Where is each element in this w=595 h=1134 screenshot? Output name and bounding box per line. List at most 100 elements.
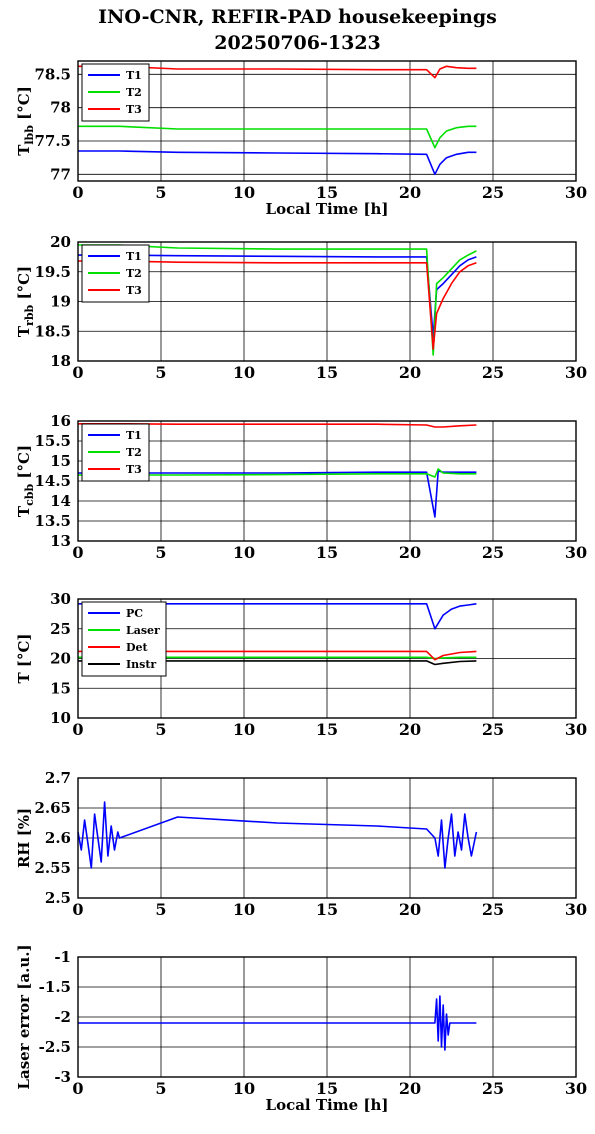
plot-frame [77, 241, 577, 362]
x-tick-label: 25 [482, 183, 504, 202]
y-tick-label: 20 [50, 233, 71, 251]
plot-frame [77, 60, 577, 182]
x-tick-label: 15 [316, 900, 338, 919]
x-tick-label: 15 [316, 363, 338, 382]
series-line-instr [78, 660, 477, 666]
series-line-t2 [78, 468, 477, 478]
x-tick-label: 0 [72, 720, 83, 739]
y-axis-label: Trbb [°C] [15, 266, 36, 337]
y-tick-label: 20 [50, 650, 71, 668]
y-tick-label: 10 [50, 709, 71, 727]
legend: PC Laser Det Instr [81, 601, 167, 677]
x-tick-label: 20 [399, 183, 421, 202]
x-tick-label: 5 [155, 183, 166, 202]
x-tick-label: 15 [316, 183, 338, 202]
y-tick-label: 30 [50, 590, 71, 608]
x-tick-label: 25 [482, 900, 504, 919]
x-tick-label: 0 [72, 183, 83, 202]
y-tick-label: 2.6 [45, 829, 71, 847]
x-tick-label: 15 [316, 1079, 338, 1098]
legend: T1 T2 T3 [81, 423, 150, 482]
x-tick-label: 5 [155, 363, 166, 382]
x-tick-label: 10 [233, 363, 255, 382]
x-tick-label: 20 [399, 543, 421, 562]
series-line-t1 [78, 470, 477, 518]
x-tick-label: 10 [233, 543, 255, 562]
y-tick-label: -1.5 [39, 978, 71, 996]
series-line-t3 [78, 260, 477, 350]
y-tick-label: 14.5 [34, 472, 71, 490]
x-tick-label: 15 [316, 543, 338, 562]
legend-label-t2: T2 [126, 86, 142, 99]
x-tick-label: 5 [155, 720, 166, 739]
x-tick-label: 0 [72, 900, 83, 919]
x-axis-label: Local Time [h] [266, 200, 389, 218]
x-tick-label: 30 [565, 720, 587, 739]
series-line-t3 [78, 65, 477, 79]
legend-label-t3: T3 [126, 284, 142, 297]
x-tick-label: 10 [233, 1079, 255, 1098]
plot-frame [77, 956, 577, 1078]
x-tick-label: 5 [155, 900, 166, 919]
chart-panel-5: 0 5 10 15 20 25 30 2.5 2.55 2.6 2.65 2.7 RH [%] [15, 769, 587, 919]
y-tick-label: 2.7 [45, 769, 71, 787]
y-tick-label: 2.55 [34, 859, 71, 877]
y-tick-label: -1 [54, 948, 71, 966]
chart-panel-3: 0 5 10 15 20 25 30 13 13.5 14 14.5 15 15.5 16 Tcbb [°C… [15, 412, 587, 562]
series-line-t2 [78, 244, 477, 356]
x-tick-label: 0 [72, 543, 83, 562]
x-tick-label: 30 [565, 543, 587, 562]
x-tick-label: 5 [155, 543, 166, 562]
y-tick-label: 77.5 [34, 132, 71, 150]
y-tick-label: 78 [50, 99, 71, 117]
y-axis-label: Laser error [a.u.] [15, 944, 33, 1089]
series-line-data [78, 995, 477, 1051]
y-axis-label: Tcbb [°C] [15, 445, 36, 517]
title-line-2: 20250706-1323 [214, 32, 381, 54]
x-tick-label: 20 [399, 900, 421, 919]
legend-label-instr: Instr [126, 658, 156, 671]
y-tick-label: 15 [50, 679, 71, 697]
series-line-data [77, 801, 478, 869]
y-axis-label: T [°C] [15, 633, 33, 683]
y-tick-label: 18 [50, 352, 71, 370]
y-tick-label: 2.5 [45, 889, 71, 907]
x-tick-label: 30 [565, 183, 587, 202]
chart-panel-4: 0 5 10 15 20 25 30 10 15 20 25 30 T [°C] PC Laser Det In… [15, 590, 587, 739]
plot-frame [77, 598, 577, 719]
x-tick-label: 30 [565, 363, 587, 382]
y-tick-label: -2 [54, 1008, 71, 1026]
legend-label-laser: Laser [126, 624, 160, 637]
legend-label-pc: PC [126, 607, 143, 620]
legend-label-t1: T1 [126, 429, 142, 442]
y-tick-label: 77 [50, 165, 71, 183]
y-tick-label: 19 [50, 293, 71, 311]
series-line-det [78, 650, 477, 661]
x-tick-label: 15 [316, 720, 338, 739]
legend: T1 T2 T3 [81, 63, 150, 122]
x-tick-label: 30 [565, 900, 587, 919]
series-line-t2 [78, 125, 477, 149]
legend-label-det: Det [126, 641, 149, 654]
x-tick-label: 0 [72, 1079, 83, 1098]
plot-frame [77, 420, 577, 542]
x-tick-label: 20 [399, 720, 421, 739]
plot-frame [77, 777, 577, 899]
legend-label-t1: T1 [126, 69, 142, 82]
x-tick-label: 20 [399, 1079, 421, 1098]
legend-label-t3: T3 [126, 103, 142, 116]
y-tick-label: 14 [50, 492, 71, 510]
y-tick-label: 78.5 [34, 65, 71, 83]
x-tick-label: 10 [233, 183, 255, 202]
y-tick-label: 18.5 [34, 322, 71, 340]
x-tick-label: 25 [482, 363, 504, 382]
series-line-t1 [78, 150, 477, 176]
y-tick-label: 15.5 [34, 432, 71, 450]
x-tick-label: 30 [565, 1079, 587, 1098]
x-tick-label: 20 [399, 363, 421, 382]
page-title: INO-CNR, REFIR-PAD housekeepings 2025070… [0, 4, 595, 56]
x-tick-label: 10 [233, 720, 255, 739]
y-tick-label: 16 [50, 412, 71, 430]
